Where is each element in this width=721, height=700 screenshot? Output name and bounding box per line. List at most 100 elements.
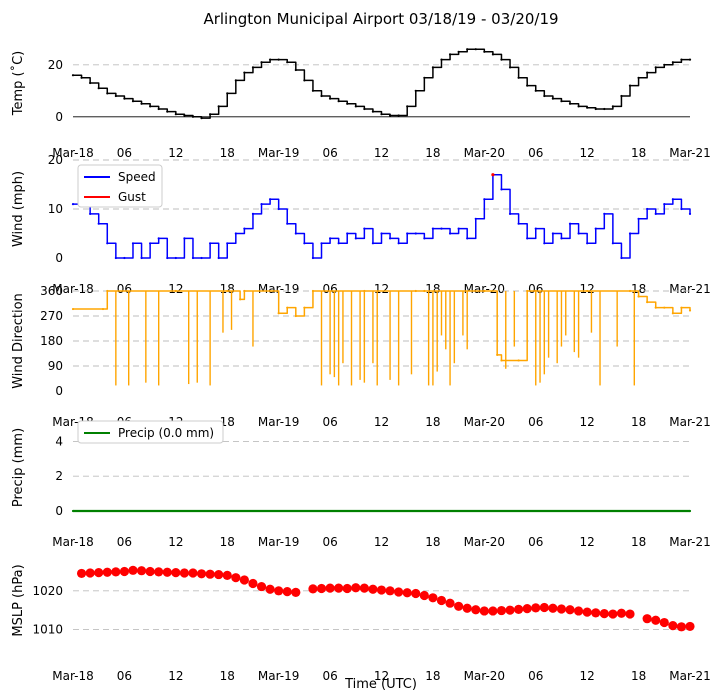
wind-speed-point (628, 232, 632, 235)
mslp-mslp-marker (462, 603, 472, 613)
wind-y-axis-label: Wind (mph) (11, 171, 26, 247)
wind-x-tick-label: Mar-20 (464, 282, 505, 296)
temp-x-tick-label: Mar-19 (258, 146, 299, 160)
temp-temperature-point (594, 107, 597, 111)
mslp-mslp-marker (188, 568, 198, 578)
wind-speed-point (474, 217, 477, 220)
mslp-mslp-marker (274, 586, 284, 596)
wind-y-tick-label: 20 (48, 153, 63, 167)
mslp-mslp-marker (565, 605, 575, 615)
mslp-mslp-marker (111, 567, 121, 577)
wdir-x-tick-label: 12 (374, 415, 389, 429)
mslp-panel: 1010 1020 MSLP (hPa) Mar-18 06 12 18 Mar-19 06 12… (11, 564, 711, 683)
wdir-wind-direction-point (311, 289, 315, 293)
wdir-wind-direction-point (663, 306, 666, 309)
mslp-mslp-marker (334, 583, 344, 593)
wind-speed-point (286, 222, 289, 225)
mslp-mslp-marker (471, 605, 481, 615)
mslp-x-tick-label: 12 (168, 669, 183, 683)
temp-x-tick-label: 12 (168, 146, 183, 160)
temp-temperature-point (140, 102, 143, 105)
mslp-y-tick-label: 1020 (32, 584, 63, 598)
mslp-mslp-marker (154, 567, 164, 577)
temp-temperature-point (251, 66, 255, 69)
temp-temperature-point (166, 110, 169, 113)
wind-x-tick-label: Mar-19 (258, 282, 299, 296)
wind-speed-point (603, 212, 606, 215)
wdir-y-axis-label: Wind Direction (11, 293, 26, 389)
wind-speed-point (260, 203, 263, 206)
temp-temperature-point (508, 66, 512, 69)
mslp-mslp-marker (591, 608, 601, 618)
wdir-wind-direction-point (483, 289, 486, 293)
wdir-x-tick-label: 12 (580, 415, 595, 429)
wind-speed-point (311, 256, 315, 260)
mslp-x-tick-label: Mar-20 (464, 669, 505, 683)
temp-temperature-point (646, 71, 649, 74)
wdir-wind-direction-point (226, 289, 229, 293)
mslp-mslp-marker (514, 604, 524, 615)
mslp-x-tick-label: Mar-19 (258, 669, 299, 683)
wind-speed-point (226, 242, 229, 245)
mslp-mslp-marker (239, 575, 249, 585)
temp-temperature-point (234, 79, 237, 82)
temp-x-tick-label: Mar-21 (669, 146, 710, 160)
wind-speed-point (560, 237, 563, 240)
temp-temperature-point (388, 114, 392, 117)
mslp-mslp-marker (171, 568, 181, 578)
mslp-mslp-marker (85, 568, 95, 578)
temp-x-tick-label: 12 (580, 146, 595, 160)
mslp-mslp-marker (599, 609, 609, 619)
wdir-wind-direction-point (586, 289, 589, 293)
wdir-y-tick-label: 270 (40, 309, 63, 323)
wind-speed-point (140, 256, 143, 260)
temp-temperature-point (680, 58, 683, 61)
precip-panel: 0 2 4 Precip (mm) Mar-18 06 12 18 Mar-19 06 12 18 Ma… (11, 420, 711, 549)
temp-temperature-point (491, 53, 495, 56)
temp-x-tick-label: 18 (220, 146, 235, 160)
wind-speed-point (166, 256, 169, 260)
temp-y-tick-label: 20 (48, 58, 63, 72)
wind-speed-point (594, 227, 597, 230)
mslp-mslp-marker (76, 568, 87, 579)
precip-x-tick-label: 06 (117, 535, 132, 549)
wind-speed-line (73, 173, 691, 259)
temp-y-tick-label: 0 (55, 110, 63, 124)
temp-temperature-point (157, 107, 160, 111)
wind-speed-point (71, 203, 75, 206)
temp-temperature-point (568, 102, 572, 105)
mslp-mslp-marker (385, 586, 395, 596)
wind-x-tick-label: Mar-21 (669, 282, 710, 296)
wind-speed-point (277, 207, 280, 211)
wdir-x-tick-label: Mar-21 (669, 415, 710, 429)
wind-speed-point (654, 212, 657, 215)
wind-speed-point (440, 227, 443, 230)
temp-temperature-point (294, 68, 297, 72)
mslp-mslp-marker (102, 567, 112, 577)
precip-x-tick-label: 12 (168, 535, 183, 549)
mslp-mslp-marker (351, 583, 361, 593)
wind-x-tick-label: Mar-18 (52, 282, 93, 296)
wdir-wind-direction-point (628, 289, 632, 293)
wdir-wind-direction-point (688, 309, 692, 312)
wind-speed-point (354, 237, 357, 240)
mslp-x-tick-label: Mar-21 (669, 669, 710, 683)
mslp-mslp-marker (668, 621, 678, 631)
mslp-mslp-marker (496, 605, 507, 616)
wdir-wind-direction-point (500, 359, 503, 362)
mslp-x-tick-label: 18 (425, 669, 440, 683)
wind-speed-point (671, 198, 674, 201)
mslp-x-tick-label: 06 (117, 669, 132, 683)
mslp-mslp-marker (205, 569, 215, 579)
temp-temperature-point (448, 53, 452, 56)
temp-temperature-point (466, 48, 469, 51)
wind-speed-point (234, 232, 237, 235)
mslp-mslp-marker (573, 606, 584, 616)
mslp-mslp-marker (488, 606, 498, 616)
wind-gust-marker (491, 173, 495, 177)
wind-speed-point (586, 242, 589, 245)
temp-temperature-point (663, 63, 666, 66)
wind-speed-point (106, 242, 109, 245)
mslp-x-tick-label: 18 (220, 669, 235, 683)
mslp-mslp-marker (642, 614, 652, 624)
